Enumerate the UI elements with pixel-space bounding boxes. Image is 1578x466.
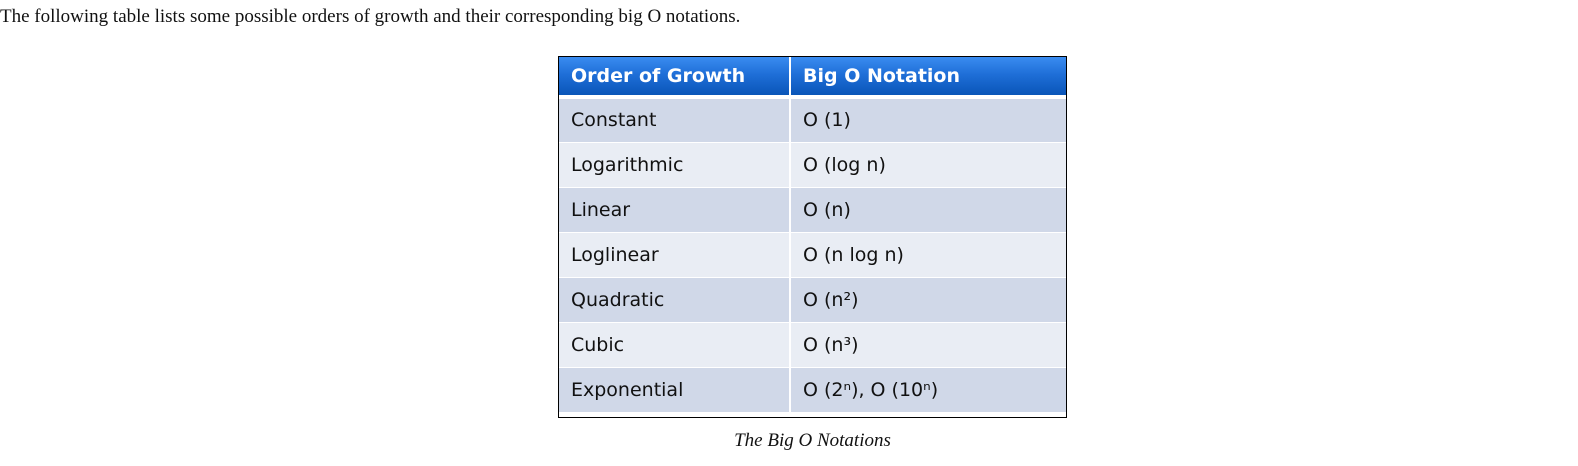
cell-notation: O (n) bbox=[789, 186, 1066, 232]
cell-notation: O (2ⁿ), O (10ⁿ) bbox=[789, 366, 1066, 412]
big-o-table: Order of Growth Big O Notation Constant … bbox=[559, 57, 1066, 412]
growth-table-container: Order of Growth Big O Notation Constant … bbox=[558, 56, 1067, 418]
table-caption: The Big O Notations bbox=[734, 430, 891, 451]
cell-order: Constant bbox=[559, 96, 790, 142]
table-row: Quadratic O (n²) bbox=[559, 276, 1066, 322]
table-row: Exponential O (2ⁿ), O (10ⁿ) bbox=[559, 366, 1066, 412]
cell-notation: O (n log n) bbox=[789, 231, 1066, 277]
intro-paragraph: The following table lists some possible … bbox=[0, 6, 741, 27]
header-order-of-growth: Order of Growth bbox=[559, 57, 790, 99]
cell-notation: O (1) bbox=[789, 96, 1066, 142]
table-header-row: Order of Growth Big O Notation bbox=[559, 57, 1066, 99]
cell-order: Logarithmic bbox=[559, 141, 790, 187]
table-row: Cubic O (n³) bbox=[559, 321, 1066, 367]
cell-order: Exponential bbox=[559, 366, 790, 412]
table-row: Loglinear O (n log n) bbox=[559, 231, 1066, 277]
cell-order: Quadratic bbox=[559, 276, 790, 322]
table-row: Linear O (n) bbox=[559, 186, 1066, 232]
table-row: Logarithmic O (log n) bbox=[559, 141, 1066, 187]
cell-order: Cubic bbox=[559, 321, 790, 367]
cell-notation: O (n²) bbox=[789, 276, 1066, 322]
cell-notation: O (n³) bbox=[789, 321, 1066, 367]
cell-order: Loglinear bbox=[559, 231, 790, 277]
cell-order: Linear bbox=[559, 186, 790, 232]
table-row: Constant O (1) bbox=[559, 96, 1066, 142]
header-big-o-notation: Big O Notation bbox=[789, 57, 1066, 99]
cell-notation: O (log n) bbox=[789, 141, 1066, 187]
